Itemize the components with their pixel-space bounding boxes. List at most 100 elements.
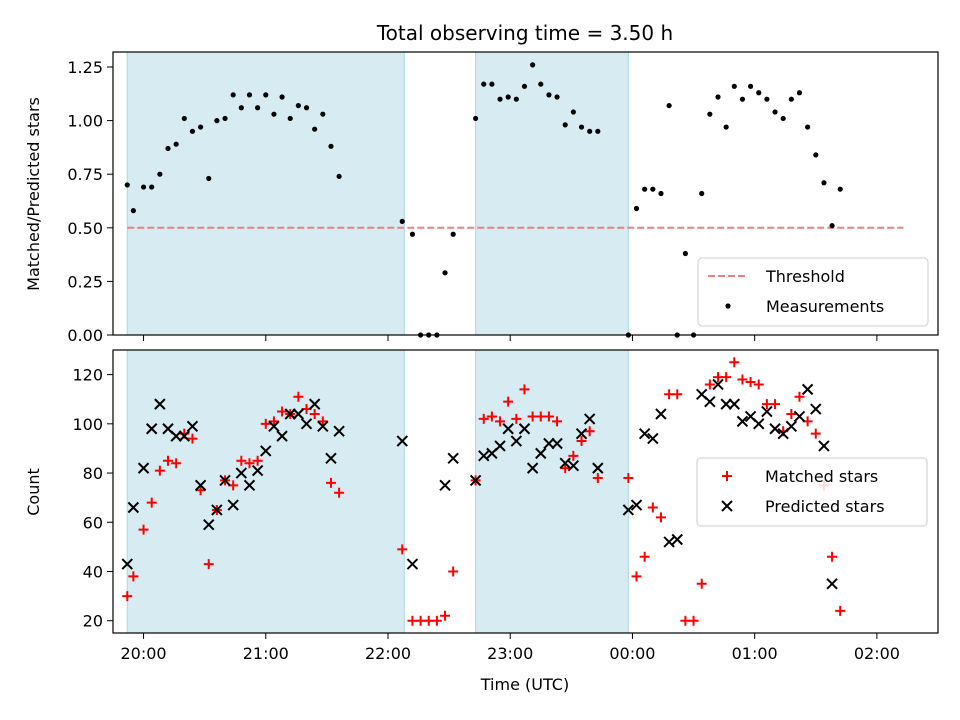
top-point-measurements-73: [805, 124, 811, 130]
top-point-measurements-55: [658, 190, 664, 197]
top-point-measurements-7: [173, 141, 179, 147]
bottom-point-matched-stars-39: [503, 396, 514, 407]
xtick-label-3: 22:00: [365, 644, 411, 663]
bottom-point-matched-stars-55: [655, 512, 666, 523]
bottom-point-matched-stars-24: [309, 408, 320, 419]
top-point-measurements-77: [837, 186, 843, 192]
bottom-series-matched-stars: [122, 357, 846, 626]
bottom-point-predicted-stars-25: [317, 420, 329, 432]
x-axis-label: Time (UTC): [480, 675, 569, 694]
bottom-point-predicted-stars-43: [559, 457, 571, 469]
top-point-measurements-68: [764, 96, 770, 102]
top-point-measurements-37: [489, 81, 495, 87]
bottom-point-matched-stars-10: [195, 485, 206, 496]
bottom-ytick-label-3: 60: [83, 513, 103, 532]
top-point-measurements-65: [739, 96, 746, 102]
bottom-point-matched-stars-25: [317, 416, 328, 427]
bottom-point-matched-stars-18: [260, 418, 271, 429]
top-point-measurements-24: [312, 126, 318, 132]
bottom-point-matched-stars-33: [440, 610, 451, 621]
top-point-measurements-21: [287, 115, 293, 122]
bottom-point-matched-stars-7: [171, 458, 182, 469]
bottom-point-predicted-stars-9: [186, 420, 199, 432]
top-legend-label-1: Threshold: [765, 267, 845, 286]
bottom-point-matched-stars-1: [122, 591, 133, 602]
top-point-measurements-26: [328, 143, 334, 149]
bottom-point-matched-stars-71: [786, 408, 797, 419]
bottom-point-matched-stars-61: [704, 379, 715, 390]
bottom-point-matched-stars-77: [835, 605, 846, 616]
bottom-point-predicted-stars-54: [671, 533, 683, 546]
bottom-point-predicted-stars-12: [211, 504, 223, 516]
bottom-point-matched-stars-50: [592, 472, 603, 483]
chart-title: Total observing time = 3.50 h: [376, 21, 673, 45]
bottom-point-matched-stars-46: [560, 463, 571, 474]
top-point-measurements-49: [587, 128, 593, 134]
top-point-measurements-58: [682, 250, 689, 257]
bottom-point-predicted-stars-14: [227, 499, 239, 511]
top-point-measurements-74: [813, 152, 819, 158]
top-point-measurements-60: [699, 190, 705, 197]
top-legend-handle-2: [725, 303, 731, 309]
top-point-measurements-64: [731, 83, 737, 89]
bottom-point-predicted-stars-18: [260, 445, 272, 457]
bottom-point-predicted-stars-51: [647, 432, 659, 445]
top-point-measurements-67: [756, 90, 762, 96]
top-point-measurements-72: [796, 90, 803, 96]
bottom-point-matched-stars-16: [244, 458, 255, 469]
bottom-point-predicted-stars-71: [826, 578, 838, 590]
xtick-label-6: 01:00: [732, 644, 778, 663]
bottom-point-predicted-stars-7: [170, 430, 182, 442]
bottom-point-predicted-stars-52: [655, 408, 667, 420]
bottom-point-matched-stars-57: [672, 389, 683, 400]
bottom-point-predicted-stars-41: [543, 437, 555, 450]
top-legend-box: [697, 257, 929, 327]
top-ytick-label-6: 1.25: [67, 58, 103, 77]
bottom-ytick-label-2: 40: [83, 562, 103, 581]
top-point-measurements-12: [214, 118, 220, 124]
top-point-measurements-1: [124, 182, 130, 188]
top-point-measurements-16: [246, 92, 253, 98]
top-point-measurements-46: [562, 122, 568, 128]
top-point-measurements-34: [450, 231, 456, 237]
top-legend-label-2: Measurements: [766, 297, 884, 316]
bottom-point-matched-stars-11: [203, 559, 214, 570]
top-point-measurements-17: [255, 105, 261, 111]
bottom-point-predicted-stars-8: [178, 430, 191, 442]
top-point-measurements-28: [399, 218, 405, 224]
top-ytick-label-3: 0.50: [67, 219, 103, 238]
bottom-series-predicted-stars: [121, 378, 838, 590]
bottom-point-predicted-stars-42: [551, 437, 563, 450]
bottom-point-predicted-stars-28: [396, 435, 408, 447]
top-point-measurements-47: [570, 109, 576, 115]
bottom-legend-box: [696, 457, 928, 527]
bottom-point-matched-stars-40: [511, 413, 522, 424]
bottom-point-predicted-stars-69: [810, 403, 822, 415]
bottom-point-matched-stars-69: [770, 399, 781, 410]
top-point-measurements-41: [521, 83, 528, 89]
bottom-point-predicted-stars-13: [219, 474, 231, 487]
top-point-measurements-33: [442, 270, 448, 276]
bottom-ytick-label-5: 100: [72, 415, 103, 434]
top-point-measurements-42: [530, 62, 536, 68]
bottom-point-predicted-stars-49: [630, 499, 643, 511]
bottom-legend: Matched stars Predicted stars: [696, 457, 928, 527]
bottom-point-matched-stars-19: [268, 416, 279, 427]
bottom-point-predicted-stars-33: [478, 450, 490, 462]
bottom-point-predicted-stars-16: [243, 479, 256, 492]
bottom-legend-label-1: Matched stars: [765, 467, 878, 486]
bottom-point-predicted-stars-46: [583, 413, 596, 425]
top-point-measurements-11: [206, 175, 212, 182]
bottom-point-predicted-stars-20: [276, 430, 288, 442]
bottom-point-matched-stars-27: [334, 487, 345, 498]
top-point-measurements-20: [279, 94, 285, 100]
top-point-measurements-25: [320, 111, 326, 117]
bottom-point-predicted-stars-59: [728, 398, 741, 410]
bottom-point-matched-stars-9: [187, 433, 198, 444]
bottom-ytick-label-4: 80: [83, 464, 103, 483]
top-point-measurements-22: [295, 102, 301, 109]
bottom-point-predicted-stars-64: [769, 423, 781, 435]
bottom-point-predicted-stars-1: [121, 558, 133, 570]
top-ytick-label-5: 1.00: [67, 112, 103, 131]
bottom-point-matched-stars-60: [696, 578, 707, 589]
